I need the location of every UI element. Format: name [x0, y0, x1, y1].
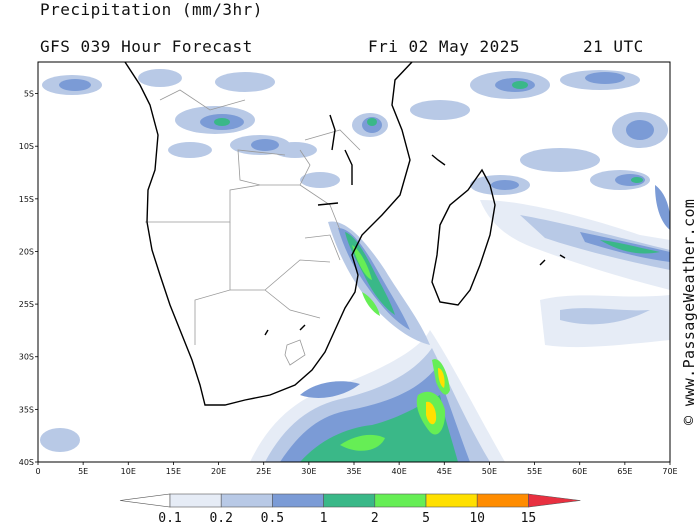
legend-high-cap: [528, 493, 581, 508]
legend-label: 0.1: [158, 511, 181, 525]
lon-tick-label: 55E: [527, 467, 542, 476]
lon-tick-label: 0: [35, 467, 40, 476]
lon-tick-label: 40E: [392, 467, 407, 476]
legend-label: 1: [320, 511, 328, 525]
legend-swatch: [374, 493, 427, 508]
legend-swatch: [169, 493, 222, 508]
lon-tick-label: 5E: [78, 467, 88, 476]
lon-tick-label: 45E: [437, 467, 452, 476]
lat-tick-label: 15S: [19, 195, 34, 204]
legend-label: 2: [371, 511, 379, 525]
watermark: © www.PassageWeather.com: [680, 199, 698, 425]
legend-label: 5: [422, 511, 430, 525]
lon-tick-label: 65E: [617, 467, 632, 476]
lon-tick-label: 15E: [166, 467, 181, 476]
lon-tick-label: 70E: [662, 467, 677, 476]
lat-tick-label: 35S: [19, 405, 34, 414]
legend-low-cap: [119, 493, 171, 508]
lon-tick-label: 30E: [301, 467, 316, 476]
lat-tick-label: 5S: [24, 90, 34, 99]
legend-swatch: [220, 493, 273, 508]
lat-tick-label: 20S: [19, 247, 34, 256]
precipitation-layer: [40, 69, 670, 462]
forecast-time: 21 UTC: [583, 37, 644, 56]
lon-tick-label: 25E: [256, 467, 271, 476]
forecast-date: Fri 02 May 2025: [368, 37, 520, 56]
latitude-axis: 5S 10S 15S 20S 25S 30S 35S 40S: [19, 90, 38, 467]
lon-tick-label: 20E: [211, 467, 226, 476]
legend-swatch: [272, 493, 324, 508]
legend-label: 0.2: [209, 511, 232, 525]
legend-label: 15: [521, 511, 537, 525]
lat-tick-label: 30S: [19, 353, 34, 362]
chart-title: Precipitation (mm/3hr): [40, 0, 263, 19]
legend-swatch: [323, 493, 376, 508]
precipitation-legend: 0.1 0.2 0.5 1 2 5 10 15: [119, 493, 581, 525]
lat-tick-label: 25S: [19, 300, 34, 309]
lon-tick-label: 50E: [482, 467, 497, 476]
longitude-axis: 0 5E 10E 15E 20E 25E 30E 35E 40E 45E 50E 55E 60E 65E 7…: [35, 462, 678, 476]
lon-tick-label: 60E: [572, 467, 587, 476]
legend-swatch: [425, 493, 478, 508]
legend-swatch: [476, 493, 529, 508]
forecast-label: GFS 039 Hour Forecast: [40, 37, 253, 56]
lon-tick-label: 10E: [121, 467, 136, 476]
lat-tick-label: 10S: [19, 142, 34, 151]
coastlines: [124, 62, 566, 406]
legend-label: 0.5: [261, 511, 284, 525]
lat-tick-label: 40S: [19, 458, 34, 467]
lon-tick-label: 35E: [346, 467, 361, 476]
legend-label: 10: [469, 511, 485, 525]
country-borders: [145, 89, 361, 366]
